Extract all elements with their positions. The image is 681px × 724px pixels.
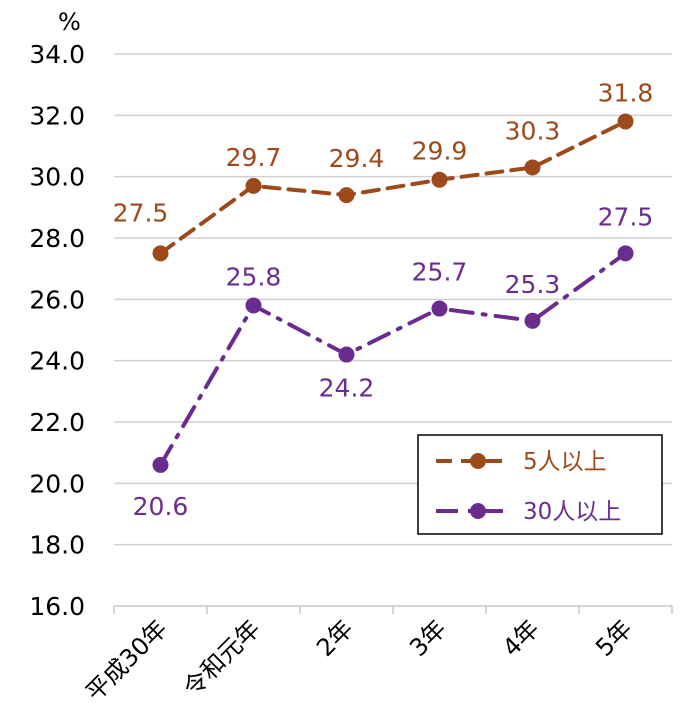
data-point — [524, 159, 541, 176]
series-line — [158, 251, 628, 467]
series-1 — [152, 113, 634, 262]
data-point — [431, 300, 448, 317]
data-point — [338, 187, 355, 204]
data-label: 24.2 — [319, 374, 375, 403]
data-point — [245, 297, 262, 314]
data-label: 25.7 — [412, 258, 468, 287]
y-axis-unit-label: % — [58, 8, 81, 36]
data-label: 29.4 — [329, 144, 385, 173]
data-label: 29.7 — [226, 143, 282, 172]
y-tick-label: 20.0 — [29, 469, 85, 498]
series-group — [152, 113, 634, 473]
data-label: 20.6 — [133, 492, 189, 521]
data-labels: 27.5 29.7 29.4 29.9 30.3 31.8 20.6 25.8 24.2 25.7… — [113, 78, 654, 520]
gridlines — [114, 53, 672, 546]
legend-entry: 30人以上 — [523, 499, 621, 525]
y-tick-labels: 16.0 18.0 20.0 22.0 24.0 26.0 28.0 30.0 32.0 34.0 — [29, 40, 85, 621]
x-tick-label: 令和元年 — [178, 614, 266, 702]
legend-entry: 5人以上 — [523, 449, 607, 475]
y-tick-label: 18.0 — [29, 531, 85, 560]
x-tick-label: 4年 — [497, 614, 545, 662]
series-2 — [152, 245, 634, 473]
data-label: 29.9 — [412, 137, 468, 166]
x-tick-label: 2年 — [311, 614, 359, 662]
x-tick-labels: 平成30年 令和元年 2年 3年 4年 5年 — [80, 614, 637, 706]
y-tick-label: 24.0 — [29, 347, 85, 376]
y-tick-label: 22.0 — [29, 408, 85, 437]
data-point — [152, 245, 169, 262]
data-point — [431, 171, 448, 188]
data-point — [338, 346, 355, 363]
x-tick-label: 平成30年 — [80, 614, 172, 706]
legend-box — [417, 434, 663, 535]
x-tick-label: 3年 — [404, 614, 452, 662]
data-point — [617, 113, 634, 130]
data-label: 30.3 — [505, 116, 561, 145]
legend-swatch-marker — [470, 453, 486, 469]
x-tick-label: 5年 — [590, 614, 638, 662]
data-point — [245, 177, 262, 194]
legend: 5人以上 30人以上 — [417, 434, 663, 535]
y-tick-label: 28.0 — [29, 224, 85, 253]
data-point — [617, 245, 634, 262]
data-point — [524, 312, 541, 329]
data-label: 31.8 — [598, 78, 654, 107]
y-tick-label: 30.0 — [29, 163, 85, 192]
legend-swatch-marker — [470, 503, 486, 519]
data-label: 27.5 — [598, 202, 654, 231]
data-label: 25.3 — [505, 270, 561, 299]
y-tick-label: 16.0 — [29, 592, 85, 621]
y-tick-label: 32.0 — [29, 101, 85, 130]
axes — [113, 605, 673, 614]
y-tick-label: 26.0 — [29, 285, 85, 314]
y-tick-label: 34.0 — [29, 40, 85, 69]
series-line — [158, 119, 628, 256]
data-point — [152, 456, 169, 473]
data-label: 25.8 — [226, 262, 282, 291]
data-label: 27.5 — [113, 198, 169, 227]
